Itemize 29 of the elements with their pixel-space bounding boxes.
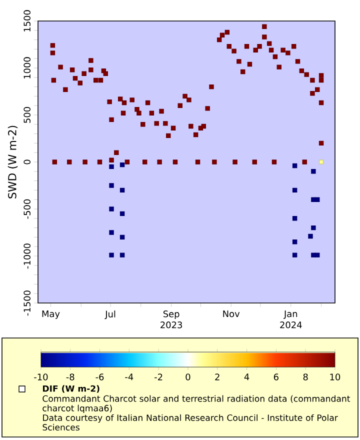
text: Data courtesy of Italian National Research Council - Institute of Polar Sciences: [42, 414, 338, 431]
color-bar-label: -6: [96, 374, 104, 380]
text: Commandant Charcot solar and terrestrial radiation data (commandant charcot lqmaa6): [42, 395, 350, 414]
color-bar-label: 8: [303, 374, 308, 380]
y-axis-title: SWD (W m-2): [8, 126, 18, 198]
y-tick-label: 0: [24, 160, 30, 164]
x-tick-label: Sep: [163, 310, 180, 320]
color-bar-label: -2: [154, 374, 162, 380]
text: 2024: [280, 322, 302, 328]
color-bar-label: -4: [125, 374, 134, 380]
x-tick-label: May: [42, 310, 60, 319]
text: 2023: [160, 322, 182, 328]
color-bar-label: -10: [34, 374, 48, 380]
color-bar-label: 2: [215, 374, 220, 380]
color-bar-label: 6: [274, 374, 278, 380]
color-bar-label: 4: [244, 374, 250, 380]
y-tick-label: 1000: [24, 57, 30, 78]
x-tick-label: Jul: [104, 310, 116, 320]
y-tick-label: 1500: [24, 10, 30, 32]
color-bar-title: DIF (W m-2): [42, 385, 100, 393]
y-tick-label: 500: [24, 107, 30, 123]
x-tick-label: Jan: [284, 310, 298, 319]
y-tick-label: -500: [24, 199, 30, 219]
y-tick-label: -1000: [24, 244, 30, 269]
color-bar-label: 0: [186, 374, 190, 380]
x-tick-label: Nov: [223, 310, 240, 318]
y-tick-label: -1500: [24, 290, 30, 316]
color-bar-label: 10: [330, 374, 340, 380]
color-bar-label: -8: [66, 374, 74, 380]
